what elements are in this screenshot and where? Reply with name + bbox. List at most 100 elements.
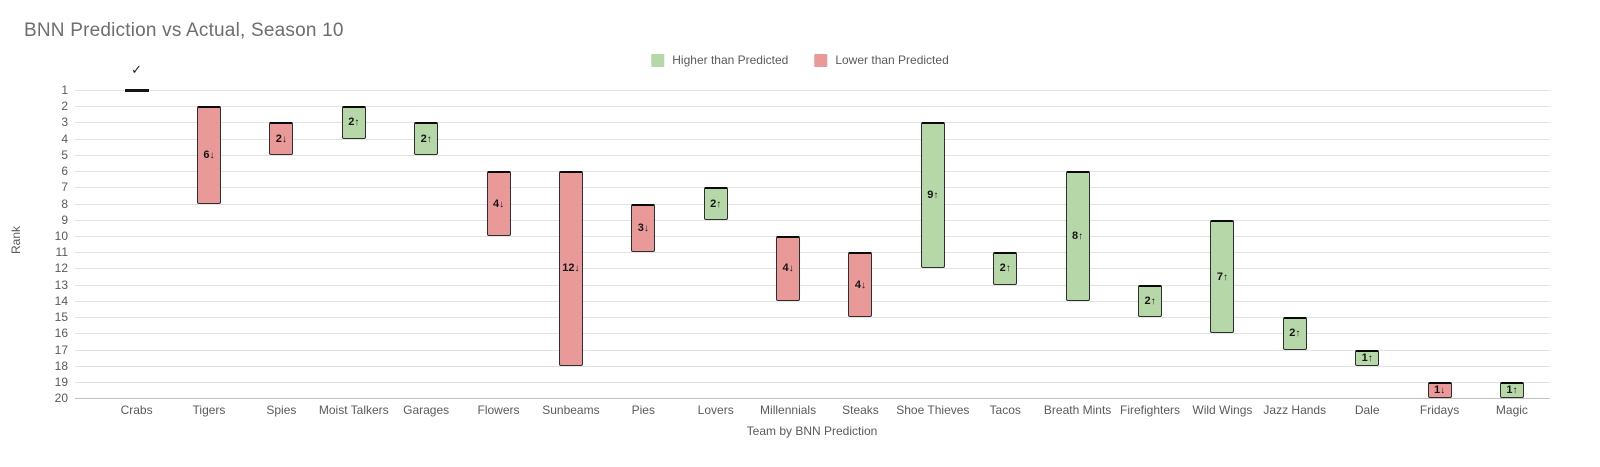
bar-label: 2↑ — [420, 132, 432, 145]
bar-tigers[interactable]: 6↓ — [196, 106, 221, 204]
y-axis-tick-label: 12 — [54, 261, 68, 276]
bar-lovers[interactable]: 2↑ — [703, 187, 728, 220]
bar-flowers[interactable]: 4↓ — [486, 171, 511, 237]
chart-title: BNN Prediction vs Actual, Season 10 — [24, 20, 344, 41]
x-axis-tick-flowers: Flowers — [477, 403, 520, 417]
x-axis-tick-breath-mints: Breath Mints — [1043, 403, 1112, 417]
gridline — [75, 171, 1550, 173]
gridline — [75, 300, 1550, 302]
bar-jazz-hands[interactable]: 2↑ — [1282, 317, 1307, 350]
x-axis-tick-fridays: Fridays — [1419, 403, 1460, 417]
x-axis-tick-crabs: Crabs — [120, 403, 153, 417]
x-axis-tick-sunbeams: Sunbeams — [542, 403, 600, 417]
y-axis-tick-label: 17 — [54, 342, 68, 357]
y-axis-tick-label: 19 — [54, 375, 68, 390]
bar-sunbeams[interactable]: 12↓ — [558, 171, 583, 366]
gridline — [75, 106, 1550, 108]
y-axis-tick-label: 5 — [61, 147, 68, 162]
bar-label: 3↓ — [637, 221, 649, 234]
bar-garages[interactable]: 2↑ — [414, 122, 439, 155]
gridline — [75, 219, 1550, 221]
bar-label: 2↑ — [1289, 327, 1301, 340]
y-axis-tick-label: 13 — [54, 277, 68, 292]
bar-wild-wings[interactable]: 7↑ — [1210, 219, 1235, 334]
x-axis-title: Team by BNN Prediction — [746, 424, 878, 438]
y-axis-tick-label: 15 — [54, 310, 68, 325]
bar-millennials[interactable]: 4↓ — [776, 236, 801, 301]
legend-swatch-lower — [814, 53, 828, 67]
gridline — [75, 154, 1550, 156]
x-axis-tick-shoe-thieves: Shoe Thieves — [896, 403, 970, 417]
plot-area: 6↓ 2↓ 2↑ 2↑ 4↓ 12↓ 3↓ 2↑ 4↓ 4↓ 9↑ 2↑ 8↑ 2↑ 7↑ 2↑ 1↑ 1↓ 1↑ — [75, 82, 1550, 399]
bar-magic[interactable]: 1↑ — [1499, 382, 1524, 399]
legend-swatch-higher — [651, 53, 665, 67]
x-axis-ticks: Crabs Tigers Spies Moist Talkers Garages Flow… — [75, 403, 1550, 419]
bar-label: 12↓ — [562, 262, 580, 275]
y-axis-tick-label: 11 — [55, 245, 68, 260]
gridline — [75, 333, 1550, 335]
legend-label-lower: Lower than Predicted — [835, 53, 949, 67]
y-axis-tick-label: 9 — [61, 212, 68, 227]
bar-label: 2↓ — [275, 132, 287, 145]
gridline — [75, 90, 1550, 91]
legend-label-higher: Higher than Predicted — [672, 53, 789, 67]
bar-label: 8↑ — [1072, 230, 1084, 243]
y-axis-tick-label: 8 — [61, 196, 68, 211]
y-axis-tick-label: 3 — [61, 115, 68, 130]
x-axis-tick-spies: Spies — [266, 403, 297, 417]
y-axis-tick-label: 10 — [54, 229, 68, 244]
bar-breath-mints[interactable]: 8↑ — [1065, 171, 1090, 301]
gridline — [75, 365, 1550, 367]
bar-label: 6↓ — [203, 148, 215, 161]
x-axis-tick-firefighters: Firefighters — [1119, 403, 1181, 417]
y-axis-tick-label: 18 — [54, 358, 68, 373]
bar-label: 4↓ — [492, 197, 505, 210]
legend-item-higher[interactable]: Higher than Predicted — [651, 53, 788, 67]
bar-fridays[interactable]: 1↓ — [1427, 382, 1452, 399]
x-axis-tick-tigers: Tigers — [192, 403, 226, 417]
y-axis-tick-label: 6 — [61, 164, 68, 179]
legend-item-lower[interactable]: Lower than Predicted — [814, 53, 949, 67]
gridline — [75, 349, 1550, 351]
y-axis-tick-label: 7 — [61, 180, 68, 195]
x-axis-tick-wild-wings: Wild Wings — [1192, 403, 1253, 417]
bar-firefighters[interactable]: 2↑ — [1138, 284, 1162, 318]
x-axis-tick-pies: Pies — [631, 403, 655, 417]
gridline — [75, 236, 1550, 238]
check-icon: ✓ — [131, 62, 143, 77]
y-axis-tick-label: 4 — [61, 131, 68, 146]
no-change-marker-crabs[interactable] — [124, 89, 149, 92]
bar-label: 1↓ — [1433, 384, 1446, 397]
x-axis-tick-garages: Garages — [403, 403, 450, 417]
gridline — [75, 317, 1550, 319]
bar-label: 1↑ — [1506, 384, 1518, 397]
x-axis-tick-jazz-hands: Jazz Hands — [1263, 403, 1327, 417]
gridline — [75, 252, 1550, 254]
bar-label: 4↓ — [854, 278, 867, 291]
gridline — [75, 284, 1550, 286]
bar-moist-talkers[interactable]: 2↑ — [341, 106, 366, 139]
bar-tacos[interactable]: 2↑ — [993, 252, 1018, 285]
x-axis-tick-dale: Dale — [1354, 403, 1380, 417]
bar-label: 2↑ — [348, 116, 360, 129]
y-axis-tick-label: 20 — [54, 391, 68, 406]
bar-pies[interactable]: 3↓ — [631, 203, 656, 253]
bar-steaks[interactable]: 4↓ — [848, 252, 873, 318]
bar-label: 2↑ — [1144, 294, 1156, 307]
gridline — [75, 382, 1550, 384]
x-axis-tick-tacos: Tacos — [989, 403, 1021, 417]
bar-shoe-thieves[interactable]: 9↑ — [920, 122, 945, 269]
bar-label: 4↓ — [782, 262, 794, 275]
bar-spies[interactable]: 2↓ — [269, 122, 294, 155]
gridline — [75, 138, 1550, 140]
bar-label: 7↑ — [1216, 270, 1228, 283]
gridline — [75, 268, 1550, 270]
legend: Higher than Predicted Lower than Predict… — [651, 53, 949, 67]
x-axis-tick-lovers: Lovers — [697, 403, 734, 417]
bar-dale[interactable]: 1↑ — [1355, 349, 1380, 366]
x-axis-tick-steaks: Steaks — [842, 403, 879, 417]
y-axis-tick-label: 14 — [54, 293, 68, 308]
bar-label: 2↑ — [710, 197, 722, 210]
x-axis-tick-magic: Magic — [1495, 403, 1528, 417]
